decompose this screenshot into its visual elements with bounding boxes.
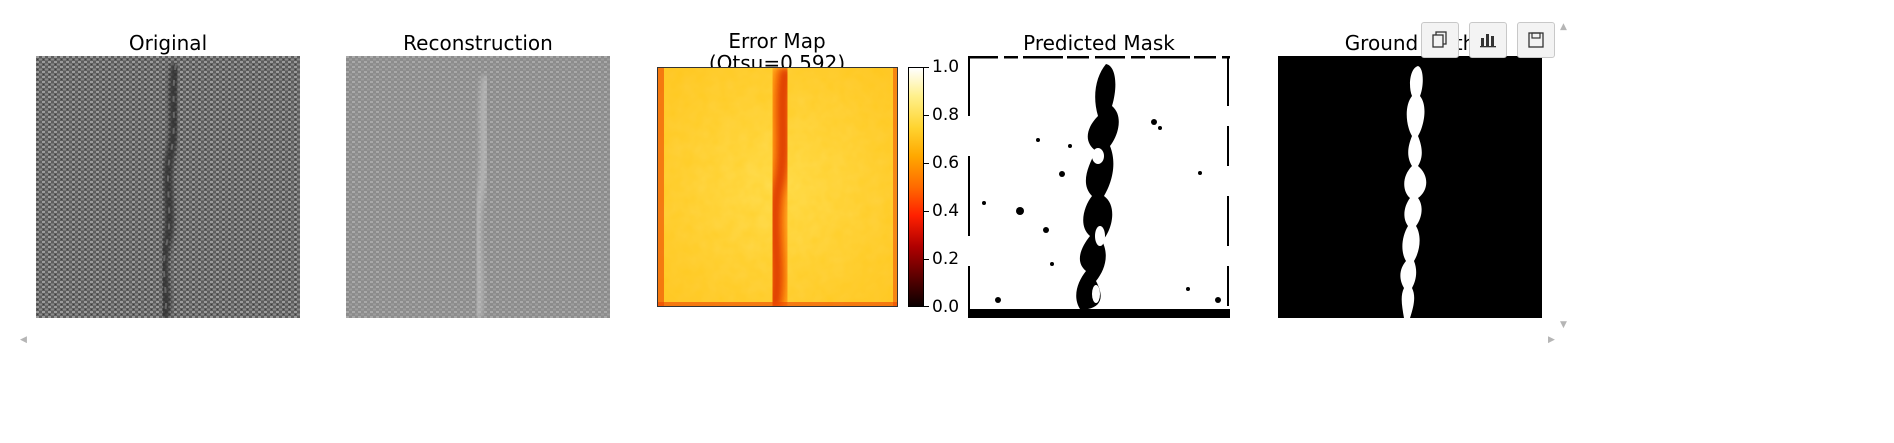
error-map-image bbox=[657, 67, 898, 307]
colorbar-tick: 0.0 bbox=[932, 297, 960, 317]
ground-truth-image bbox=[1278, 56, 1542, 318]
bar-chart-icon bbox=[1480, 34, 1496, 48]
colorbar-tick: 0.2 bbox=[932, 249, 960, 269]
reconstruction-image bbox=[346, 56, 610, 318]
scroll-down-arrow-icon[interactable]: ▼ bbox=[1560, 320, 1567, 330]
predicted-mask-graphic bbox=[968, 56, 1230, 318]
original-image-graphic bbox=[36, 56, 300, 318]
reconstruction-image-graphic bbox=[346, 56, 610, 318]
colorbar-tick: 0.8 bbox=[932, 105, 960, 125]
scroll-right-arrow-icon[interactable]: ▶ bbox=[1548, 335, 1555, 345]
colorbar bbox=[908, 67, 924, 307]
original-image bbox=[36, 56, 300, 318]
save-icon bbox=[1528, 32, 1544, 48]
scroll-up-arrow-icon[interactable]: ▲ bbox=[1560, 22, 1567, 32]
panel-title-predicted-mask: Predicted Mask bbox=[1023, 31, 1175, 55]
copy-button[interactable] bbox=[1421, 22, 1459, 58]
error-map-title-line1: Error Map bbox=[728, 29, 826, 53]
predicted-mask-image bbox=[968, 56, 1230, 318]
colorbar-tick: 0.4 bbox=[932, 201, 960, 221]
chart-button[interactable] bbox=[1469, 22, 1507, 58]
panel-title-original: Original bbox=[128, 31, 208, 55]
panel-title-reconstruction: Reconstruction bbox=[403, 31, 553, 55]
copy-icon bbox=[1432, 31, 1447, 48]
error-map-graphic bbox=[658, 68, 897, 306]
save-button[interactable] bbox=[1517, 22, 1555, 58]
ground-truth-graphic bbox=[1278, 56, 1542, 318]
colorbar-tick: 0.6 bbox=[932, 153, 960, 173]
colorbar-tick: 1.0 bbox=[932, 57, 960, 77]
scroll-left-arrow-icon[interactable]: ◀ bbox=[20, 335, 27, 345]
